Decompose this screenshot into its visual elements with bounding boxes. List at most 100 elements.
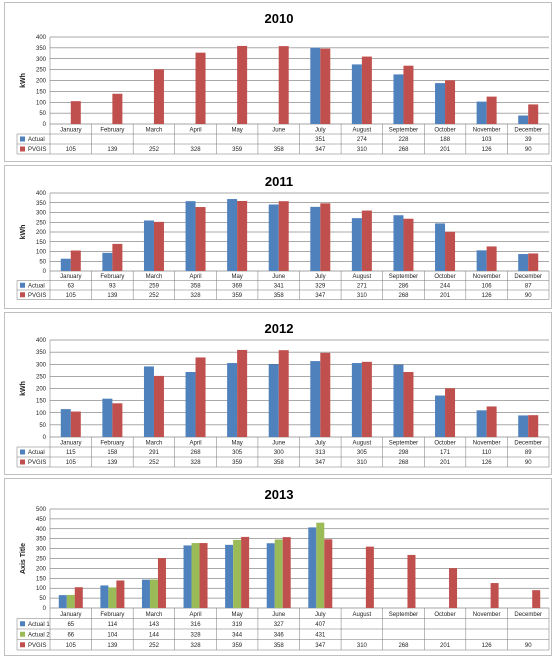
bar-actual-2 (108, 587, 117, 608)
bar-pvgis (70, 411, 81, 437)
data-label: 106 (482, 283, 493, 289)
data-label: 346 (274, 632, 285, 638)
legend-label: Actual (28, 283, 45, 289)
data-label: 105 (66, 460, 77, 466)
bar-pvgis (532, 590, 541, 608)
bar-actual (310, 206, 321, 271)
x-tick-label: January (60, 274, 81, 280)
bar-actual (518, 254, 529, 271)
bar-actual-1 (141, 579, 150, 608)
y-tick-label: 150 (36, 576, 47, 582)
x-tick-label: November (473, 612, 501, 618)
bar-actual (518, 415, 529, 437)
legend-swatch (20, 146, 25, 152)
data-label: 351 (315, 137, 326, 143)
x-tick-label: September (389, 128, 418, 134)
bar-actual (476, 250, 487, 271)
x-tick-label: September (389, 441, 418, 447)
bar-actual (518, 115, 529, 124)
bar-actual (393, 215, 404, 271)
x-tick-label: April (190, 274, 202, 280)
x-tick-label: June (272, 274, 286, 280)
data-label: 344 (232, 632, 243, 638)
bar-pvgis (403, 65, 414, 124)
x-tick-label: August (353, 441, 372, 447)
y-tick-label: 400 (36, 527, 47, 533)
data-label: 90 (525, 147, 532, 153)
y-tick-label: 150 (36, 89, 47, 95)
x-tick-label: April (190, 441, 202, 447)
x-tick-label: November (473, 274, 501, 280)
legend-label: PVGIS (28, 147, 46, 153)
x-tick-label: February (100, 612, 124, 618)
bar-pvgis (407, 554, 416, 608)
y-tick-label: 150 (36, 240, 47, 246)
bar-actual-2 (316, 522, 325, 608)
chart-svg-2013: 2013 0 50 100 150 200 250 300 350 400 450 500 Axis T… (16, 487, 550, 651)
y-tick-label: 350 (36, 537, 47, 543)
data-label: 252 (149, 293, 160, 299)
legend-label: PVGIS (28, 460, 46, 466)
data-label: 90 (525, 643, 532, 649)
x-tick-label: May (231, 274, 242, 280)
x-tick-label: October (434, 612, 455, 618)
x-tick-label: February (100, 128, 124, 134)
y-tick-label: 0 (43, 122, 47, 128)
data-label: 201 (440, 147, 451, 153)
chart-svg-2012: 2012 0 50 100 150 200 250 300 350 400 kWh January Fe… (16, 321, 550, 468)
data-label: 431 (315, 632, 326, 638)
data-label: 313 (315, 450, 326, 456)
data-label: 139 (107, 147, 118, 153)
bar-actual (102, 252, 113, 271)
bar-pvgis (278, 201, 289, 271)
data-label: 158 (107, 450, 118, 456)
bar-pvgis (241, 536, 250, 608)
data-label: 126 (482, 147, 493, 153)
data-label: 105 (66, 643, 77, 649)
data-label: 316 (191, 622, 202, 628)
data-label: 39 (525, 137, 532, 143)
data-label: 268 (398, 147, 409, 153)
bar-pvgis (112, 93, 123, 124)
data-label: 201 (440, 643, 451, 649)
chart-panel-2012: 2012 0 50 100 150 200 250 300 350 400 kWh January Fe… (4, 312, 552, 475)
bar-pvgis (320, 48, 331, 125)
bar-actual (476, 410, 487, 437)
bar-actual (143, 220, 154, 271)
data-label: 327 (274, 622, 285, 628)
data-label: 63 (67, 283, 74, 289)
data-label: 201 (440, 293, 451, 299)
x-tick-label: May (231, 128, 242, 134)
y-tick-label: 450 (36, 517, 47, 523)
x-tick-label: October (434, 128, 455, 134)
x-tick-label: July (315, 441, 326, 447)
y-tick-label: 500 (36, 507, 47, 513)
data-label: 305 (232, 450, 243, 456)
bar-actual (435, 83, 446, 124)
bar-pvgis (365, 546, 374, 608)
data-label: 271 (357, 283, 368, 289)
x-tick-label: September (389, 274, 418, 280)
x-tick-label: July (315, 612, 326, 618)
legend-label: Actual (28, 450, 45, 456)
y-tick-label: 250 (36, 68, 47, 74)
data-label: 298 (398, 450, 409, 456)
data-label: 329 (315, 283, 326, 289)
data-label: 310 (357, 147, 368, 153)
chart-title: 2010 (265, 11, 294, 26)
x-tick-label: September (389, 612, 418, 618)
data-label: 291 (149, 450, 160, 456)
y-tick-label: 100 (36, 411, 47, 417)
data-label: 126 (482, 643, 493, 649)
y-tick-label: 350 (36, 201, 47, 207)
data-label: 93 (109, 283, 116, 289)
x-tick-label: December (514, 128, 542, 134)
bar-actual-1 (308, 527, 317, 608)
x-tick-label: January (60, 612, 81, 618)
bar-pvgis (324, 539, 333, 608)
x-tick-label: August (353, 274, 372, 280)
y-tick-label: 400 (36, 338, 47, 344)
x-tick-label: July (315, 274, 326, 280)
bar-pvgis (157, 558, 166, 608)
